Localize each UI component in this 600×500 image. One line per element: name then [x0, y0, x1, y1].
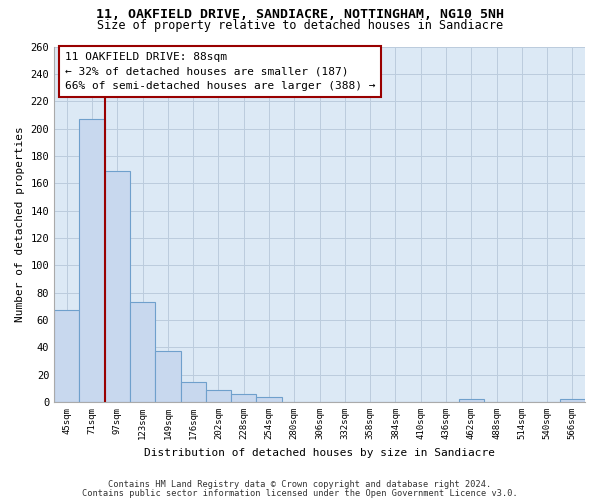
Text: Contains public sector information licensed under the Open Government Licence v3: Contains public sector information licen… [82, 488, 518, 498]
Bar [560, 400, 585, 402]
Bar [130, 302, 155, 402]
Bar [79, 119, 105, 402]
Text: 11, OAKFIELD DRIVE, SANDIACRE, NOTTINGHAM, NG10 5NH: 11, OAKFIELD DRIVE, SANDIACRE, NOTTINGHA… [96, 8, 504, 20]
Bar [231, 394, 256, 402]
Bar [155, 352, 181, 402]
Bar [181, 382, 206, 402]
Text: 11 OAKFIELD DRIVE: 88sqm
← 32% of detached houses are smaller (187)
66% of semi-: 11 OAKFIELD DRIVE: 88sqm ← 32% of detach… [65, 52, 375, 92]
Bar [256, 396, 281, 402]
Y-axis label: Number of detached properties: Number of detached properties [15, 126, 25, 322]
Bar [54, 310, 79, 402]
Bar [105, 171, 130, 402]
Bar [206, 390, 231, 402]
Text: Contains HM Land Registry data © Crown copyright and database right 2024.: Contains HM Land Registry data © Crown c… [109, 480, 491, 489]
Bar [458, 400, 484, 402]
Text: Size of property relative to detached houses in Sandiacre: Size of property relative to detached ho… [97, 18, 503, 32]
X-axis label: Distribution of detached houses by size in Sandiacre: Distribution of detached houses by size … [144, 448, 495, 458]
